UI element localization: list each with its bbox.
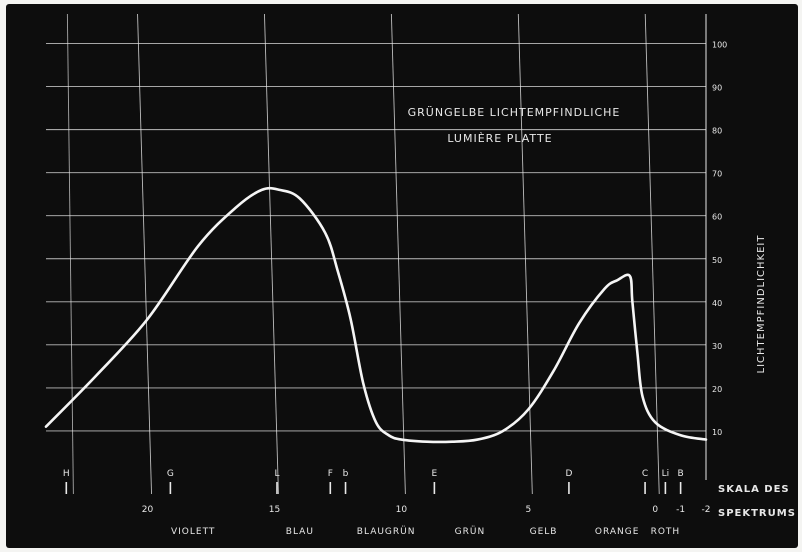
- spectral-line-label: E: [432, 469, 438, 479]
- v-gridline: [264, 13, 279, 495]
- spectral-line-label: C: [642, 469, 648, 479]
- color-region-label: GELB: [530, 527, 558, 537]
- color-region-label: ORANGE: [595, 527, 640, 537]
- y-tick-label: 100: [712, 41, 727, 50]
- spectral-line-label: L: [274, 469, 279, 479]
- y-tick-label: 50: [712, 256, 722, 265]
- color-region-label: BLAUGRÜN: [357, 526, 416, 537]
- x-tick-label: 10: [396, 505, 408, 515]
- spectral-line-label: b: [343, 469, 349, 479]
- color-region-label: VIOLETT: [171, 527, 215, 537]
- spectral-line-label: H: [63, 469, 70, 479]
- y-tick-label: 10: [712, 428, 722, 437]
- x-axis-label-line-1: SKALA DES: [718, 484, 790, 495]
- spectral-line-label: F: [328, 469, 333, 479]
- spectral-line-label: B: [678, 469, 684, 479]
- y-tick-label: 30: [712, 342, 722, 351]
- y-tick-label: 80: [712, 127, 722, 136]
- sensitivity-curve: [44, 186, 708, 444]
- spectral-line-label: Li: [662, 469, 670, 479]
- curve-layer: [44, 186, 708, 444]
- x-tick-label: 0: [652, 505, 658, 515]
- y-tick-label: 70: [712, 170, 722, 179]
- color-region-label: BLAU: [286, 527, 314, 537]
- color-region-label: GRÜN: [455, 526, 486, 537]
- chart-plate: GRÜNGELBE LICHTEMPFINDLICHE LUMIÈRE PLAT…: [6, 4, 798, 548]
- v-gridline: [66, 13, 74, 495]
- y-tick-label: 20: [712, 385, 722, 394]
- spectral-line-label: G: [167, 469, 174, 479]
- grid: [46, 13, 707, 495]
- v-gridline: [390, 13, 406, 495]
- v-gridline: [137, 13, 152, 495]
- v-gridline: [644, 13, 660, 495]
- y-axis-label: LICHTEMPFINDLICHKEIT: [756, 235, 767, 374]
- y-tick-label: 40: [712, 299, 722, 308]
- y-tick-label: 60: [712, 213, 722, 222]
- chart-title-line-2: LUMIÈRE PLATTE: [447, 132, 552, 145]
- v-gridline: [517, 13, 533, 495]
- text-layer: GRÜNGELBE LICHTEMPFINDLICHE LUMIÈRE PLAT…: [408, 106, 796, 519]
- x-tick-label: 15: [269, 505, 280, 515]
- spectral-line-label: D: [565, 469, 572, 479]
- x-tick-label: -1: [676, 505, 685, 515]
- x-axis-label-line-2: SPEKTRUMS: [718, 508, 796, 519]
- y-tick-label: 90: [712, 84, 722, 93]
- chart-title-line-1: GRÜNGELBE LICHTEMPFINDLICHE: [408, 106, 621, 119]
- x-tick-label: 5: [525, 505, 531, 515]
- color-region-label: ROTH: [651, 527, 681, 537]
- x-tick-label: 20: [142, 505, 154, 515]
- sensitivity-chart: GRÜNGELBE LICHTEMPFINDLICHE LUMIÈRE PLAT…: [44, 13, 796, 537]
- x-tick-label: -2: [702, 505, 711, 515]
